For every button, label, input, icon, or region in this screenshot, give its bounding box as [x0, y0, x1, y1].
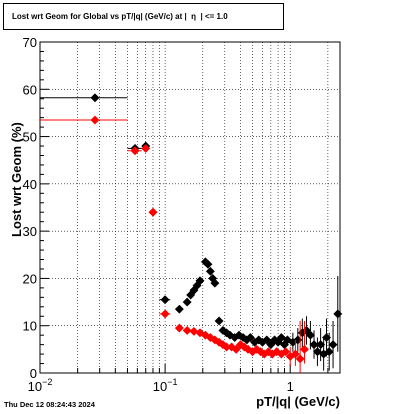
y-tick-label: 0 [30, 366, 37, 381]
data-point [235, 340, 245, 350]
data-point [238, 332, 248, 343]
y-tick-label: 60 [23, 82, 37, 97]
data-point [141, 143, 151, 153]
y-tick-label: 70 [23, 35, 37, 50]
data-point [160, 295, 170, 305]
data-point [333, 309, 343, 319]
datestamp: Thu Dec 12 08:24:43 2024 [4, 400, 95, 409]
y-tick-label: 40 [23, 177, 37, 192]
data-point [195, 276, 205, 286]
data-point [148, 207, 158, 217]
data-point [214, 316, 224, 326]
x-tick-label: 10−2 [28, 377, 53, 394]
data-point [218, 340, 228, 350]
y-tick-label: 10 [23, 319, 37, 334]
data-point [160, 309, 170, 319]
plot-frame-rect [39, 41, 341, 374]
data-point [210, 278, 220, 288]
data-point [290, 349, 300, 359]
series-1 [40, 115, 310, 373]
data-point [262, 335, 272, 345]
data-point [174, 304, 184, 314]
y-axis-title: Lost wrt Geom (%) [9, 122, 24, 237]
data-point [324, 347, 334, 357]
plot-frame [39, 41, 341, 374]
grid-lines [39, 42, 340, 373]
data-point [130, 146, 140, 156]
data-point [182, 325, 192, 335]
y-tick-label: 50 [23, 130, 37, 145]
chart-title: Lost wrt Geom for Global vs pT/|q| (GeV/… [3, 3, 284, 30]
data-point [182, 297, 192, 307]
data-point [299, 344, 310, 354]
data-series [40, 93, 343, 373]
series-0 [40, 93, 343, 371]
data-point [231, 344, 241, 354]
data-point [189, 326, 199, 336]
data-point [245, 332, 255, 343]
x-tick-label: 10−1 [153, 377, 178, 394]
axis-ticks [39, 41, 329, 374]
data-point [90, 93, 100, 103]
data-point [328, 340, 338, 350]
data-point [295, 354, 305, 364]
data-point [305, 330, 315, 340]
y-tick-label: 20 [23, 271, 37, 286]
data-point [174, 323, 184, 333]
x-tick-label: 1 [287, 379, 294, 394]
x-axis-title: pT/|q| (GeV/c) [256, 394, 340, 409]
data-point [203, 259, 213, 269]
tick-labels: 0 10 20 30 40 50 60 70 10−2 10−1 1 [23, 35, 294, 394]
data-point [90, 115, 100, 125]
y-tick-label: 30 [23, 224, 37, 239]
data-point [205, 266, 215, 276]
data-point [281, 347, 291, 357]
data-point [309, 340, 319, 350]
